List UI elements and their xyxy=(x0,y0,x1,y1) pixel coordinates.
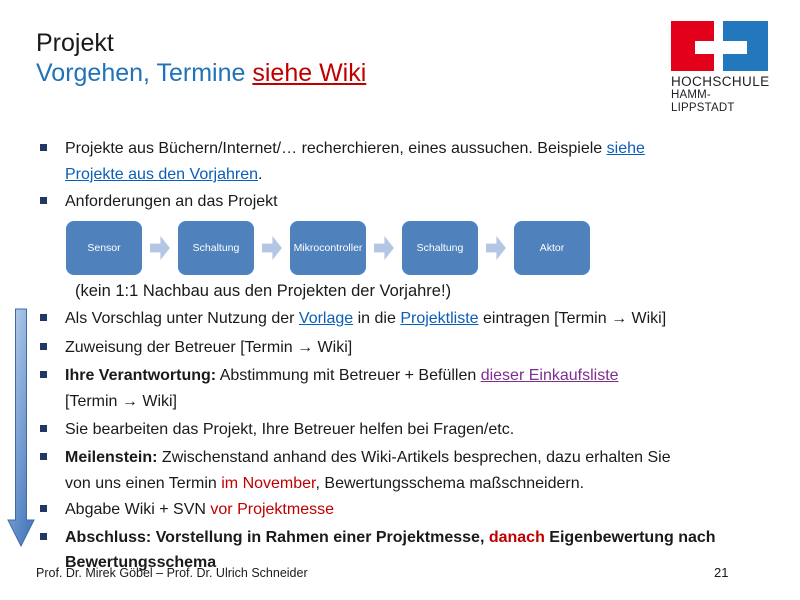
bullet-line: [Termin → Wiki] xyxy=(65,393,177,410)
bullet-text: Anforderungen an das Projekt xyxy=(65,193,278,210)
bullet-abgabe: Abgabe Wiki + SVN vor Projektmesse xyxy=(36,497,776,523)
bullet-line: Bewertungsschema xyxy=(65,554,217,571)
bullet-icon xyxy=(40,425,47,432)
title-block: Projekt Vorgehen, Termine siehe Wiki xyxy=(36,28,366,89)
bullet-icon xyxy=(40,343,47,350)
projektliste-link[interactable]: Projektliste xyxy=(400,310,479,327)
flow-box-schaltung-1: Schaltung xyxy=(178,221,254,275)
bullet-text: Als Vorschlag unter Nutzung der xyxy=(65,310,299,327)
page-number: 21 xyxy=(714,565,729,580)
bullet-text: eintragen [Termin → Wiki] xyxy=(478,310,667,327)
bullet-abschluss: Abschluss: Vorstellung in Rahmen einer P… xyxy=(36,525,776,575)
page-title: Projekt xyxy=(36,29,114,57)
bullet-text: Sie bearbeiten das Projekt, Ihre Betreue… xyxy=(65,421,515,438)
bullet-icon xyxy=(40,144,47,151)
bullet-icon xyxy=(40,371,47,378)
bullet-text: Abschluss: Vorstellung in Rahmen einer P… xyxy=(65,529,489,546)
bullet-text: in die xyxy=(353,310,401,327)
flow-arrow-icon xyxy=(486,236,506,260)
siehe-wiki-link[interactable]: siehe Wiki xyxy=(252,59,367,87)
bullet-bold-text: Ihre Verantwortung: xyxy=(65,367,217,384)
siehe-projekte-link[interactable]: siehe xyxy=(606,140,645,157)
bullet-line: Abschluss: Vorstellung in Rahmen einer P… xyxy=(65,525,776,550)
bullet-text: Zwischenstand anhand des Wiki-Artikels b… xyxy=(157,449,671,466)
bullet-meilenstein: Meilenstein: Zwischenstand anhand des Wi… xyxy=(36,445,776,497)
flow-box-mikrocontroller: Mikrocontroller xyxy=(290,221,366,275)
bullet-line: Meilenstein: Zwischenstand anhand des Wi… xyxy=(65,445,776,471)
subtitle-text: Vorgehen, Termine xyxy=(36,59,253,87)
hshl-logo: HOCHSCHULE HAMM-LIPPSTADT xyxy=(671,21,771,115)
diagram-note: (kein 1:1 Nachbau aus den Projekten der … xyxy=(75,282,452,300)
vorjahren-projekte-link[interactable]: Projekte aus den Vorjahren xyxy=(65,166,259,183)
logo-name-line1: HOCHSCHULE xyxy=(671,74,770,89)
vorlage-link[interactable]: Vorlage xyxy=(298,310,354,327)
flow-arrow-icon xyxy=(262,236,282,260)
bullet-vorschlag: Als Vorschlag unter Nutzung der Vorlage … xyxy=(36,306,776,332)
bullet-text: Projekte aus Büchern/Internet/… recherch… xyxy=(65,140,607,157)
bullet-red-text: vor Projektmesse xyxy=(210,501,334,518)
signal-chain-diagram: Sensor Schaltung Mikrocontroller Schaltu… xyxy=(66,221,590,275)
hshl-logo-icon xyxy=(671,21,768,71)
bullet-bearbeiten: Sie bearbeiten das Projekt, Ihre Betreue… xyxy=(36,417,776,443)
bullet-text: . xyxy=(258,166,263,183)
bullet-icon xyxy=(40,505,47,512)
page-subtitle: Vorgehen, Termine siehe Wiki xyxy=(36,58,366,89)
bullet-icon xyxy=(40,314,47,321)
bullet-red-text: danach xyxy=(488,529,545,546)
bullet-icon xyxy=(40,533,47,540)
bullet-text: Eigenbewertung nach xyxy=(544,529,716,546)
flow-arrow-icon xyxy=(374,236,394,260)
bullet-line: von uns einen Termin im November, Bewert… xyxy=(65,471,776,497)
bullet-bold-text: Meilenstein: xyxy=(65,449,158,466)
bullet-zuweisung: Zuweisung der Betreuer [Termin → Wiki] xyxy=(36,335,776,361)
flow-box-aktor: Aktor xyxy=(514,221,590,275)
bullet-projekte-recherchieren: Projekte aus Büchern/Internet/… recherch… xyxy=(36,136,776,188)
bullet-line: Projekte aus den Vorjahren. xyxy=(65,162,776,188)
bullet-icon xyxy=(40,453,47,460)
bullet-icon xyxy=(40,197,47,204)
logo-text: HOCHSCHULE HAMM-LIPPSTADT xyxy=(671,75,771,115)
flow-arrow-icon xyxy=(150,236,170,260)
bullet-text: Als Vorschlag unter Nutzung der Vorlage … xyxy=(36,306,776,332)
footer-authors: Prof. Dr. Mirek Göbel – Prof. Dr. Ulrich… xyxy=(36,566,308,580)
einkaufsliste-link[interactable]: dieser Einkaufsliste xyxy=(480,367,619,384)
flow-box-sensor: Sensor xyxy=(66,221,142,275)
bullet-line: Ihre Verantwortung: Abstimmung mit Betre… xyxy=(65,363,776,389)
bullet-text: von uns einen Termin xyxy=(65,475,222,492)
timeline-down-arrow-icon xyxy=(7,308,35,548)
bullet-verantwortung: Ihre Verantwortung: Abstimmung mit Betre… xyxy=(36,363,776,415)
flow-box-schaltung-2: Schaltung xyxy=(402,221,478,275)
logo-cross-bar xyxy=(695,41,747,54)
bullet-red-text: im November xyxy=(221,475,316,492)
logo-name-line2: HAMM-LIPPSTADT xyxy=(671,89,735,114)
bullet-line: Projekte aus Büchern/Internet/… recherch… xyxy=(65,136,776,162)
bullet-text: , Bewertungsschema maßschneidern. xyxy=(315,475,585,492)
bullet-text: Abgabe Wiki + SVN vor Projektmesse xyxy=(36,497,776,523)
bullet-text: Abgabe Wiki + SVN xyxy=(65,501,211,518)
bullet-anforderungen: Anforderungen an das Projekt xyxy=(36,189,776,215)
bullet-text: Abstimmung mit Betreuer + Befüllen xyxy=(216,367,481,384)
bullet-text: Zuweisung der Betreuer [Termin → Wiki] xyxy=(65,339,353,356)
